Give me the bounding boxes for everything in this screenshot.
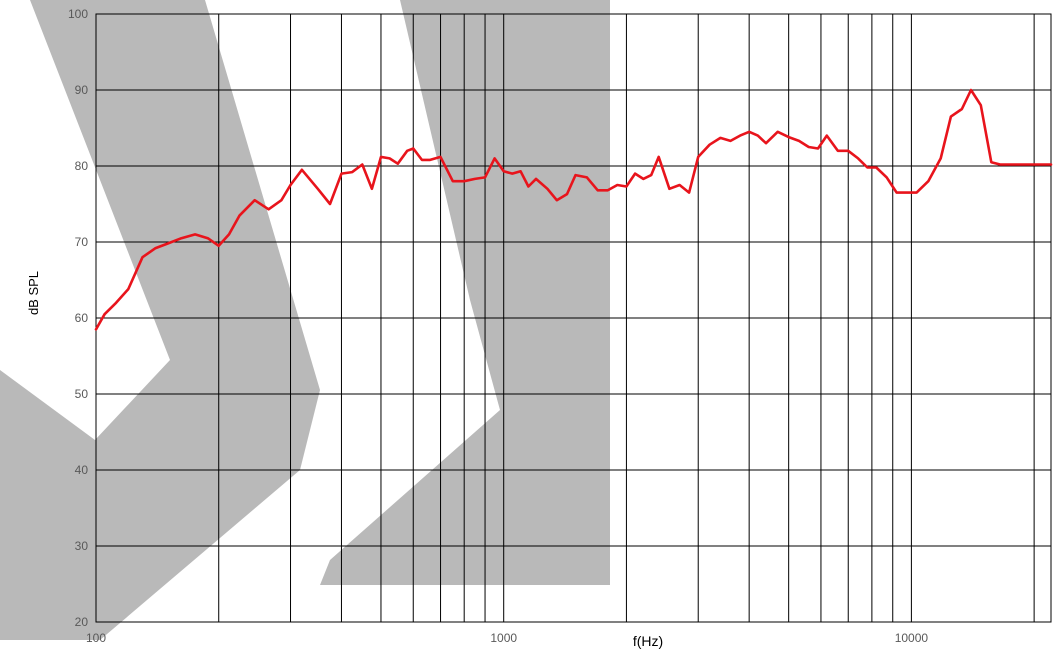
- x-tick-label: 10000: [895, 631, 929, 645]
- y-tick-label: 100: [68, 7, 88, 21]
- y-tick-label: 30: [75, 539, 89, 553]
- y-tick-label: 70: [75, 235, 89, 249]
- x-tick-labels: 100 1000 10000: [86, 631, 928, 645]
- x-tick-label: 100: [86, 631, 106, 645]
- y-tick-labels: 20 30 40 50 60 70 80 90 100: [68, 7, 88, 629]
- y-tick-label: 40: [75, 463, 89, 477]
- watermark-logo: [0, 0, 610, 640]
- y-axis-label: dB SPL: [26, 271, 41, 315]
- y-tick-label: 50: [75, 387, 89, 401]
- x-tick-label: 1000: [490, 631, 517, 645]
- plot-frame: [95, 13, 1052, 623]
- series-layer: [94, 88, 1053, 331]
- y-tick-label: 60: [75, 311, 89, 325]
- x-axis-label: f(Hz): [633, 633, 663, 649]
- y-tick-label: 80: [75, 159, 89, 173]
- y-tick-label: 20: [75, 615, 89, 629]
- plot-border: [95, 13, 1052, 623]
- y-tick-label: 90: [75, 83, 89, 97]
- spl-series-line: [94, 88, 1053, 331]
